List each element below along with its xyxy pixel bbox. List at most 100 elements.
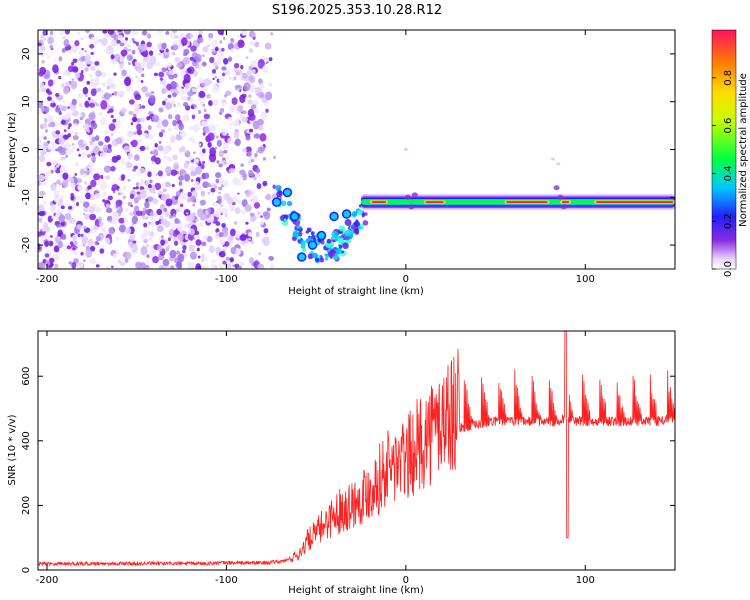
carrier-wiggle: [553, 185, 560, 191]
noise-blob: [89, 258, 97, 264]
noise-blob: [247, 160, 252, 166]
noise-blob: [237, 200, 243, 204]
noise-blob: [147, 171, 152, 178]
noise-blob: [108, 227, 114, 234]
noise-blob: [243, 82, 251, 91]
noise-blob: [187, 261, 195, 269]
noise-blob: [167, 244, 171, 249]
noise-blob: [240, 163, 245, 167]
colorbar-label: Normalized spectral amplitude: [738, 73, 749, 227]
noise-blob: [51, 99, 55, 104]
noise-blob: [250, 159, 254, 163]
noise-blob: [198, 77, 205, 83]
noise-blob: [172, 30, 177, 34]
noise-blob: [46, 114, 53, 123]
scatter-blob: [283, 218, 287, 222]
noise-blob: [115, 90, 122, 97]
noise-blob: [131, 38, 135, 42]
noise-blob: [132, 186, 136, 190]
noise-blob: [82, 140, 87, 145]
noise-blob: [139, 117, 145, 123]
noise-blob: [212, 85, 219, 93]
noise-blob: [247, 169, 254, 176]
noise-blob: [196, 247, 200, 252]
noise-blob: [190, 105, 195, 110]
noise-blob: [47, 79, 54, 87]
noise-blob: [72, 240, 78, 246]
noise-blob: [233, 76, 237, 81]
noise-blob: [159, 77, 163, 81]
noise-blob: [119, 63, 124, 69]
noise-blob: [138, 139, 143, 143]
noise-blob: [111, 215, 119, 223]
y-tick-label: 200: [21, 496, 32, 515]
noise-blob: [67, 49, 71, 53]
noise-blob: [139, 145, 146, 152]
noise-blob: [165, 102, 173, 110]
noise-blob: [238, 261, 245, 267]
noise-blob: [126, 132, 133, 138]
noise-blob: [235, 248, 241, 256]
noise-blob: [89, 245, 96, 252]
noise-blob: [179, 130, 187, 137]
noise-blob: [193, 181, 200, 190]
noise-blob: [178, 122, 184, 131]
noise-blob: [84, 66, 89, 72]
noise-blob: [87, 238, 94, 246]
noise-blob: [227, 42, 234, 51]
noise-blob: [202, 148, 206, 154]
noise-blob: [198, 143, 202, 147]
noise-blob: [172, 213, 177, 218]
noise-blob: [148, 133, 154, 141]
noise-blob: [118, 217, 125, 224]
noise-blob: [110, 82, 116, 90]
noise-blob: [234, 179, 242, 187]
noise-blob: [265, 108, 269, 113]
noise-blob: [60, 205, 65, 210]
scatter-blob: [332, 239, 336, 243]
noise-blob: [273, 155, 276, 160]
noise-blob: [43, 181, 47, 186]
noise-blob: [240, 64, 244, 70]
noise-blob: [178, 180, 183, 186]
noise-blob: [142, 215, 147, 220]
noise-blob: [103, 92, 111, 100]
noise-blob: [129, 211, 134, 217]
noise-blob: [221, 47, 225, 52]
scatter-blob: [319, 257, 325, 263]
noise-blob: [214, 184, 218, 189]
noise-blob: [136, 77, 141, 83]
noise-blob: [83, 207, 89, 213]
noise-blob: [147, 184, 152, 189]
noise-blob: [83, 180, 88, 185]
noise-blob: [215, 207, 222, 216]
noise-blob: [82, 86, 89, 95]
noise-blob: [127, 201, 133, 207]
scatter-blob: [271, 197, 282, 207]
noise-blob: [104, 237, 111, 245]
noise-blob: [211, 39, 218, 48]
noise-blob: [81, 235, 89, 244]
noise-blob: [239, 114, 244, 121]
noise-blob: [249, 212, 255, 217]
noise-blob: [218, 263, 225, 269]
noise-blob: [99, 152, 107, 159]
noise-blob: [248, 231, 252, 237]
noise-blob: [41, 134, 45, 139]
noise-blob: [113, 91, 118, 96]
noise-blob: [123, 217, 128, 223]
noise-blob: [70, 182, 76, 189]
noise-blob: [181, 194, 188, 200]
scatter-blob: [286, 200, 293, 207]
noise-blob: [240, 111, 244, 114]
noise-blob: [195, 84, 201, 90]
noise-blob: [67, 126, 71, 130]
noise-blob: [257, 58, 265, 69]
x-tick-label: -200: [36, 274, 59, 285]
noise-blob: [216, 139, 222, 147]
noise-blob: [193, 158, 199, 164]
noise-blob: [95, 135, 100, 141]
noise-blob: [88, 112, 96, 120]
noise-blob: [208, 100, 213, 107]
noise-blob: [71, 78, 74, 81]
